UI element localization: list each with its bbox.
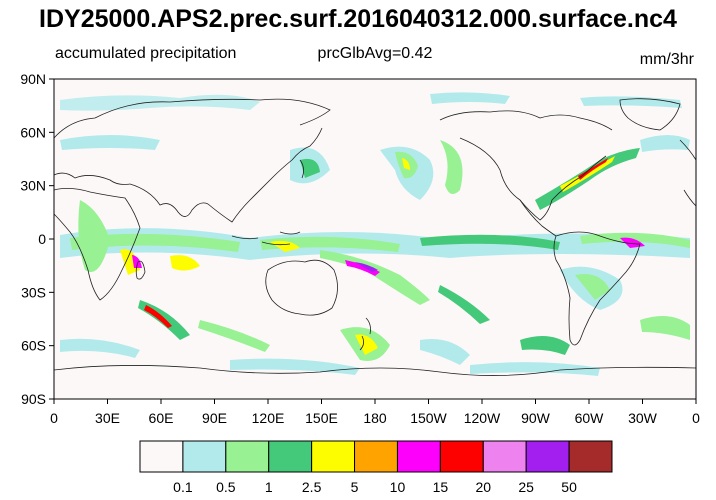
colorbar-box bbox=[482, 440, 527, 473]
lon-tick-label: 120W bbox=[464, 410, 501, 426]
plot-title: IDY25000.APS2.prec.surf.2016040312.000.s… bbox=[39, 5, 677, 33]
colorbar-label: 5 bbox=[351, 479, 359, 495]
lat-tick-label: 90N bbox=[20, 71, 46, 87]
colorbar-label: 50 bbox=[561, 479, 577, 495]
lat-tick-label: 0 bbox=[38, 231, 46, 247]
colorbar-box bbox=[396, 440, 441, 473]
colorbar-label: 10 bbox=[390, 479, 406, 495]
lon-tick-label: 180 bbox=[363, 410, 387, 426]
colorbar-label: 20 bbox=[475, 479, 491, 495]
colorbar-box bbox=[139, 440, 184, 473]
lon-tick-label: 90E bbox=[202, 410, 227, 426]
colorbar-box bbox=[225, 440, 270, 473]
units-label: mm/3hr bbox=[640, 51, 695, 68]
latitude-axis: 90N 60N 30N 0 30S 60S 90S bbox=[20, 71, 54, 407]
lat-tick-label: 60S bbox=[21, 338, 46, 354]
colorbar-label: 0.1 bbox=[173, 479, 193, 495]
left-string: accumulated precipitation bbox=[55, 45, 236, 62]
colorbar-label: 0.5 bbox=[216, 479, 236, 495]
center-string: prcGlbAvg=0.42 bbox=[318, 45, 433, 62]
lon-tick-label: 60E bbox=[149, 410, 174, 426]
colorbar-box bbox=[354, 440, 398, 473]
map-panel bbox=[53, 78, 697, 400]
colorbar-label: 25 bbox=[518, 479, 534, 495]
lon-tick-label: 150E bbox=[305, 410, 338, 426]
colorbar-box bbox=[311, 440, 356, 473]
colorbar-box bbox=[182, 440, 227, 473]
coastlines bbox=[53, 98, 697, 376]
lon-tick-label: 60W bbox=[575, 410, 605, 426]
colorbar-label: 1 bbox=[265, 479, 273, 495]
lon-tick-label: 120E bbox=[252, 410, 285, 426]
lon-tick-label: 30W bbox=[628, 410, 658, 426]
precipitation-field bbox=[60, 92, 690, 376]
colorbar: 0.1 0.5 1 2.5 5 10 15 20 25 50 bbox=[139, 440, 613, 495]
lon-tick-label: 0 bbox=[50, 410, 58, 426]
colorbar-box bbox=[568, 440, 613, 473]
colorbar-box bbox=[439, 440, 484, 473]
lat-tick-label: 60N bbox=[20, 124, 46, 140]
colorbar-box bbox=[525, 440, 570, 473]
lat-tick-label: 30S bbox=[21, 284, 46, 300]
lat-tick-label: 30N bbox=[20, 178, 46, 194]
lon-tick-label: 0 bbox=[692, 410, 700, 426]
colorbar-label: 2.5 bbox=[302, 479, 322, 495]
lon-tick-label: 90W bbox=[521, 410, 551, 426]
lon-tick-label: 30E bbox=[95, 410, 120, 426]
colorbar-box bbox=[268, 440, 313, 473]
lon-tick-label: 150W bbox=[410, 410, 447, 426]
colorbar-label: 15 bbox=[433, 479, 449, 495]
longitude-axis: 0 30E 60E 90E 120E 150E 180 150W 120W 90W 60W 30W 0 bbox=[50, 399, 700, 426]
lat-tick-label: 90S bbox=[21, 391, 46, 407]
